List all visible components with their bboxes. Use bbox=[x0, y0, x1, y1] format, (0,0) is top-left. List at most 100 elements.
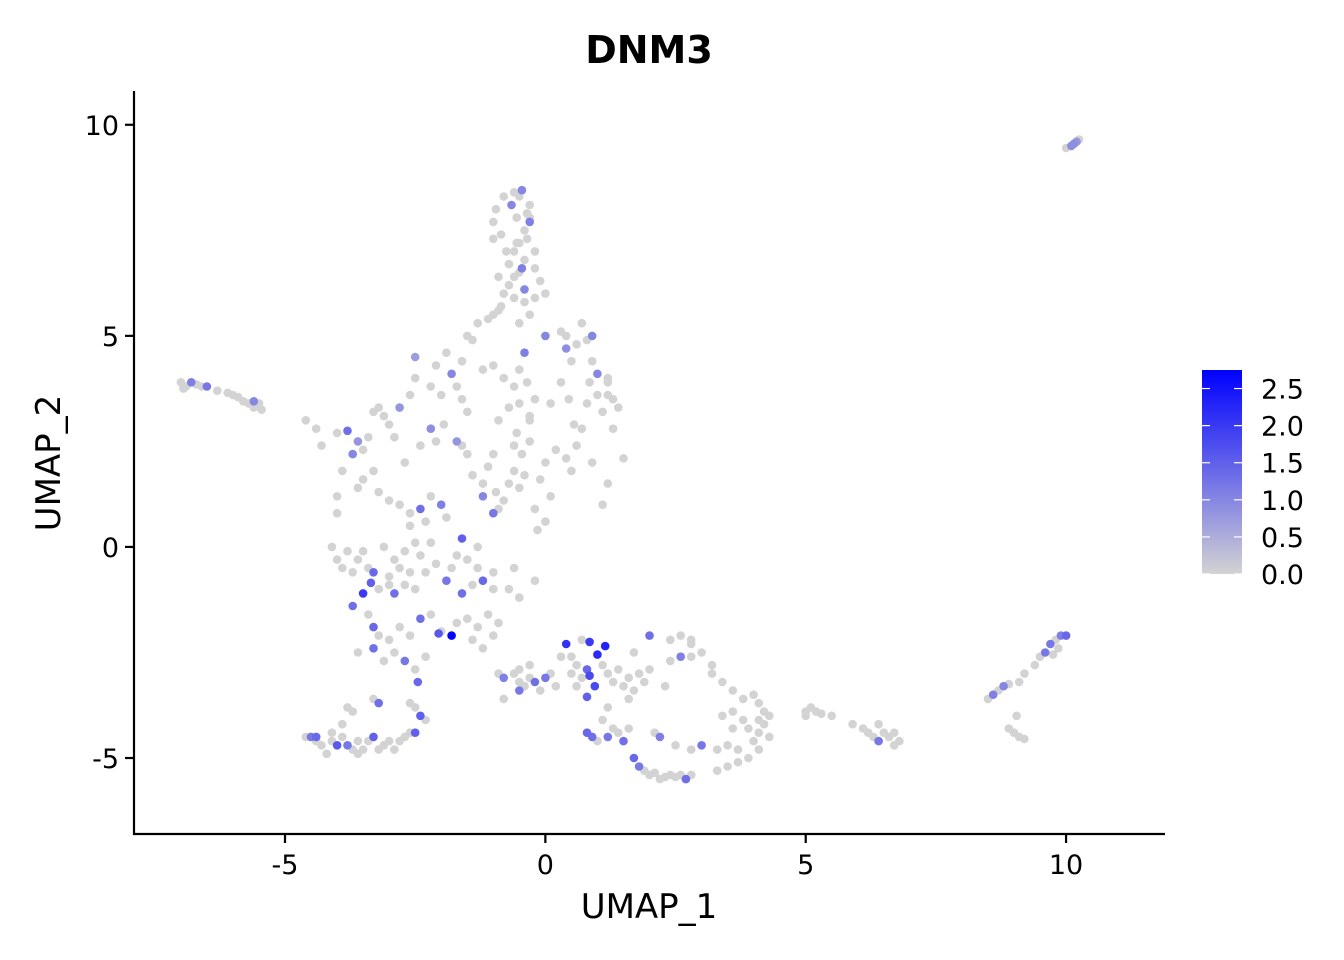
cell-point bbox=[634, 762, 644, 771]
cell-point bbox=[517, 185, 527, 195]
cell-point bbox=[311, 424, 321, 434]
cell-point bbox=[338, 732, 347, 742]
cell-point bbox=[410, 665, 420, 674]
cell-point bbox=[582, 728, 592, 737]
cell-point bbox=[515, 665, 524, 674]
cell-point bbox=[504, 479, 514, 488]
cell-point bbox=[535, 276, 545, 286]
cell-point bbox=[358, 745, 368, 754]
cell-point bbox=[410, 538, 420, 547]
y-tick-label: 5 bbox=[102, 322, 119, 353]
cell-point bbox=[634, 669, 644, 678]
cell-point bbox=[457, 589, 467, 598]
cell-point bbox=[431, 361, 441, 370]
cell-point bbox=[327, 542, 337, 552]
cell-point bbox=[502, 247, 511, 256]
cell-point bbox=[525, 660, 534, 670]
x-tick-label: 10 bbox=[1049, 850, 1083, 881]
cell-point bbox=[551, 681, 561, 691]
cell-point bbox=[338, 563, 347, 573]
y-axis-ticks: -5 0 5 10 bbox=[85, 111, 134, 775]
cell-point bbox=[249, 397, 259, 406]
cell-point bbox=[421, 568, 430, 577]
cell-point bbox=[624, 694, 633, 704]
cell-point bbox=[452, 437, 462, 446]
cell-point bbox=[384, 736, 394, 746]
cell-point bbox=[541, 331, 550, 341]
cell-point bbox=[522, 209, 532, 218]
cell-point bbox=[645, 665, 654, 674]
cell-point bbox=[608, 394, 618, 404]
cell-point bbox=[390, 555, 399, 564]
cell-point bbox=[478, 479, 488, 488]
cell-point bbox=[358, 475, 368, 484]
legend-tick-label: 1.0 bbox=[1261, 486, 1304, 517]
cell-point bbox=[619, 454, 628, 463]
cell-point bbox=[473, 318, 483, 328]
cell-point bbox=[728, 686, 738, 695]
cell-point bbox=[343, 741, 352, 750]
cell-point bbox=[384, 635, 394, 645]
cell-point bbox=[405, 631, 415, 640]
cell-point bbox=[494, 618, 503, 628]
cell-point bbox=[541, 458, 550, 467]
cell-point bbox=[374, 403, 384, 412]
cell-point bbox=[1030, 660, 1040, 670]
cell-point bbox=[1012, 711, 1021, 721]
cell-point bbox=[431, 437, 441, 446]
cell-point bbox=[257, 405, 266, 415]
cell-point bbox=[522, 234, 532, 244]
cell-point bbox=[577, 635, 587, 645]
cell-point bbox=[754, 745, 764, 754]
cell-point bbox=[707, 669, 717, 678]
cell-point bbox=[447, 631, 456, 640]
cell-point bbox=[384, 580, 394, 590]
cell-point bbox=[405, 508, 415, 518]
cell-point bbox=[723, 762, 732, 771]
cell-point bbox=[525, 200, 534, 210]
cell-point bbox=[202, 382, 212, 391]
cell-point bbox=[509, 466, 519, 476]
cell-point bbox=[463, 555, 472, 564]
cell-point bbox=[395, 622, 404, 632]
cell-point bbox=[473, 542, 483, 552]
cell-point bbox=[468, 470, 477, 480]
cell-point bbox=[754, 728, 764, 737]
cell-point bbox=[603, 732, 613, 742]
cell-point bbox=[561, 344, 571, 353]
cell-point bbox=[1040, 648, 1050, 657]
cell-point bbox=[400, 656, 410, 666]
cell-point bbox=[754, 698, 764, 708]
cell-point bbox=[483, 462, 493, 472]
cell-point bbox=[572, 660, 581, 670]
cell-point bbox=[707, 660, 717, 670]
cell-point bbox=[473, 622, 483, 632]
cell-point bbox=[426, 538, 436, 547]
cell-point bbox=[353, 736, 363, 746]
cell-point bbox=[733, 745, 743, 754]
cell-point bbox=[348, 601, 358, 611]
cell-point bbox=[478, 492, 488, 501]
cell-point bbox=[619, 681, 628, 691]
cell-point bbox=[496, 230, 506, 239]
cell-point bbox=[374, 487, 384, 497]
cell-point bbox=[525, 310, 534, 320]
cell-point bbox=[348, 568, 358, 577]
cell-point bbox=[395, 403, 404, 412]
cell-point bbox=[567, 466, 576, 476]
cell-point bbox=[343, 426, 352, 436]
cell-point bbox=[478, 576, 488, 585]
cell-point bbox=[681, 774, 691, 784]
cell-point bbox=[744, 724, 753, 733]
cell-point bbox=[1020, 669, 1029, 678]
cell-point bbox=[509, 563, 519, 573]
cell-point bbox=[988, 690, 998, 699]
cell-point bbox=[598, 500, 607, 510]
cell-point bbox=[686, 652, 696, 661]
cell-point bbox=[999, 681, 1008, 691]
cell-point bbox=[889, 728, 899, 737]
cell-point bbox=[442, 348, 451, 358]
cell-point bbox=[593, 369, 602, 379]
cell-point bbox=[585, 637, 594, 647]
